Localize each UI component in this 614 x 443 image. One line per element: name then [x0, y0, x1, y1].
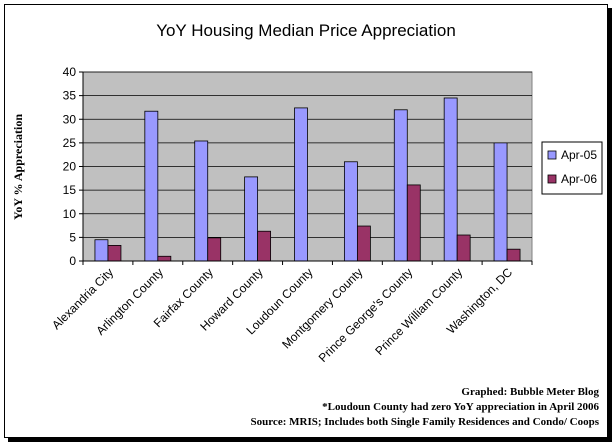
- legend-label-apr-06: Apr-06: [561, 172, 597, 186]
- bar-apr-06: [406, 184, 421, 262]
- chart: YoY Housing Median Price Appreciation 0 5…: [11, 21, 603, 428]
- bar-apr-05: [343, 161, 358, 262]
- bar-apr-06: [456, 234, 471, 262]
- bar-apr-05: [144, 110, 159, 262]
- y-tick-label: 15: [63, 183, 77, 197]
- bar-apr-06: [107, 245, 122, 262]
- bar-apr-05: [493, 142, 508, 262]
- bar-apr-05: [393, 109, 408, 262]
- chart-title: YoY Housing Median Price Appreciation: [156, 21, 456, 40]
- bar-apr-05: [294, 107, 308, 262]
- legend-label-apr-05: Apr-05: [561, 148, 597, 162]
- y-tick-label: 0: [69, 254, 76, 268]
- y-axis-label: YoY % Appreciation: [11, 114, 25, 220]
- chart-frame: YoY Housing Median Price Appreciation 0 5…: [4, 4, 608, 438]
- y-tick-label: 40: [63, 65, 77, 79]
- bars: [94, 97, 521, 262]
- note-source: Source: MRIS; Includes both Single Famil…: [251, 416, 600, 428]
- y-tick-label: 25: [63, 136, 77, 150]
- note-loudoun: *Loudoun County had zero YoY appreciatio…: [322, 401, 599, 413]
- y-tick-label: 35: [63, 89, 77, 103]
- y-tick-label: 30: [63, 112, 77, 126]
- bar-apr-05: [94, 239, 109, 262]
- axes: [79, 71, 533, 265]
- legend: Apr-05 Apr-06: [541, 141, 603, 195]
- bar-apr-06: [207, 237, 222, 262]
- bar-apr-06: [356, 225, 371, 262]
- category-label: Prince George's County: [316, 265, 416, 365]
- bar-apr-05: [244, 176, 259, 262]
- category-label: Prince William County: [372, 265, 465, 358]
- bar-apr-06: [257, 230, 272, 262]
- bar-apr-06: [157, 255, 172, 262]
- y-tick-label: 20: [63, 160, 77, 174]
- bar-apr-05: [443, 97, 458, 262]
- bar-apr-05: [194, 140, 209, 262]
- legend-swatch-apr-05: [547, 150, 557, 160]
- legend-swatch-apr-06: [547, 174, 557, 184]
- bar-apr-06: [506, 248, 521, 262]
- note-graphed-by: Graphed: Bubble Meter Blog: [461, 386, 599, 398]
- y-tick-labels: 0 5 10 15 20 25 30 35 40: [63, 65, 77, 268]
- y-tick-label: 5: [69, 230, 76, 244]
- y-tick-label: 10: [63, 207, 77, 221]
